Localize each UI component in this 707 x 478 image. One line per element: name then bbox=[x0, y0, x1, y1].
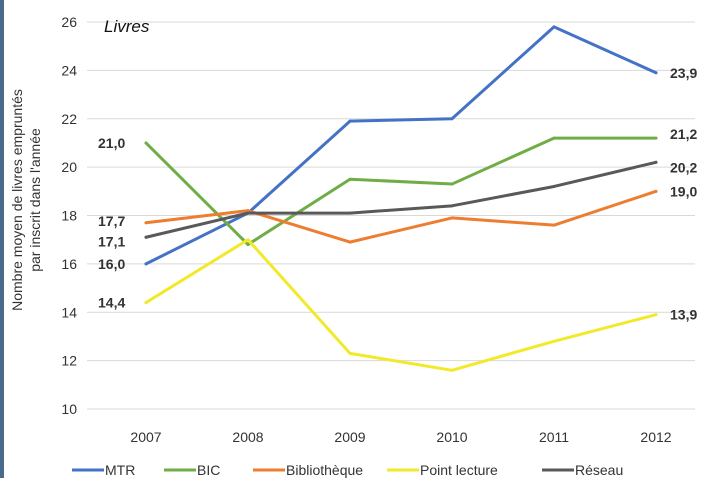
data-point bbox=[552, 25, 556, 29]
data-label-2007: 21,0 bbox=[98, 135, 125, 151]
data-point bbox=[144, 221, 148, 225]
gridlines bbox=[87, 21, 695, 410]
data-point bbox=[144, 301, 148, 305]
y-tick-label: 20 bbox=[61, 159, 77, 175]
data-point bbox=[348, 240, 352, 244]
x-tick-label: 2008 bbox=[232, 429, 263, 445]
legend: MTR BIC Bibliothèque Point lecture Réseau bbox=[72, 462, 623, 478]
data-point bbox=[450, 216, 454, 220]
data-labels: 21,0 17,7 17,1 16,0 14,4 23,9 21,2 20,2 19,0 13,9 bbox=[98, 65, 697, 323]
series-line bbox=[144, 25, 658, 266]
data-point bbox=[246, 209, 250, 213]
data-label-2012: 13,9 bbox=[670, 307, 697, 323]
y-tick-label: 10 bbox=[61, 401, 77, 417]
x-tick-label: 2009 bbox=[334, 429, 365, 445]
left-edge-strip bbox=[0, 0, 4, 478]
data-label-2007: 17,1 bbox=[98, 233, 125, 249]
data-point bbox=[348, 211, 352, 215]
data-point bbox=[450, 204, 454, 208]
data-point bbox=[552, 136, 556, 140]
x-tick-label: 2011 bbox=[539, 429, 569, 445]
data-label-2012: 23,9 bbox=[670, 65, 697, 81]
data-point bbox=[246, 211, 250, 215]
data-point bbox=[654, 189, 658, 193]
legend-label: MTR bbox=[105, 462, 135, 478]
series-line bbox=[144, 160, 658, 239]
data-point bbox=[450, 368, 454, 372]
legend-label: Réseau bbox=[575, 462, 623, 478]
data-point bbox=[654, 71, 658, 75]
x-axis-ticks: 2007 2008 2009 2010 2011 2012 bbox=[130, 429, 671, 445]
data-point bbox=[144, 141, 148, 145]
series-lines bbox=[144, 25, 658, 372]
y-tick-label: 24 bbox=[61, 62, 77, 78]
series-line bbox=[144, 136, 658, 247]
legend-label: Bibliothèque bbox=[286, 462, 363, 478]
chart-title: Livres bbox=[104, 17, 150, 36]
legend-label: BIC bbox=[197, 462, 220, 478]
y-tick-label: 22 bbox=[61, 111, 77, 127]
series-line bbox=[144, 238, 658, 372]
series-line bbox=[144, 189, 658, 244]
y-tick-label: 18 bbox=[61, 208, 77, 224]
data-point bbox=[552, 339, 556, 343]
data-point bbox=[654, 136, 658, 140]
x-tick-label: 2010 bbox=[436, 429, 467, 445]
data-point bbox=[348, 177, 352, 181]
data-label-2012: 19,0 bbox=[670, 183, 697, 199]
legend-label: Point lecture bbox=[420, 462, 498, 478]
x-tick-label: 2012 bbox=[640, 429, 671, 445]
data-point bbox=[246, 243, 250, 247]
y-tick-label: 14 bbox=[61, 304, 77, 320]
data-point bbox=[144, 262, 148, 266]
data-point bbox=[654, 313, 658, 317]
y-axis-label: Nombre moyen de livres empruntés par ins… bbox=[9, 89, 43, 311]
y-tick-label: 12 bbox=[61, 353, 77, 369]
y-tick-label: 16 bbox=[61, 256, 77, 272]
data-label-2012: 20,2 bbox=[670, 159, 697, 175]
data-point bbox=[552, 223, 556, 227]
data-point bbox=[144, 235, 148, 239]
data-label-2007: 17,7 bbox=[98, 213, 125, 229]
y-axis-label-line-1: Nombre moyen de livres empruntés bbox=[9, 89, 25, 311]
y-axis-label-line-2: par inscrit dans l'année bbox=[27, 128, 43, 272]
data-label-2007: 14,4 bbox=[98, 295, 125, 311]
data-point bbox=[348, 351, 352, 355]
data-point bbox=[450, 117, 454, 121]
data-point bbox=[552, 184, 556, 188]
data-point bbox=[450, 182, 454, 186]
data-label-2012: 21,2 bbox=[670, 126, 697, 142]
data-point bbox=[654, 160, 658, 164]
y-axis-ticks: 10 12 14 16 18 20 22 24 26 bbox=[61, 14, 77, 417]
x-tick-label: 2007 bbox=[130, 429, 161, 445]
data-point bbox=[348, 119, 352, 123]
data-label-2007: 16,0 bbox=[98, 256, 125, 272]
y-tick-label: 26 bbox=[61, 14, 77, 30]
data-point bbox=[246, 238, 250, 242]
